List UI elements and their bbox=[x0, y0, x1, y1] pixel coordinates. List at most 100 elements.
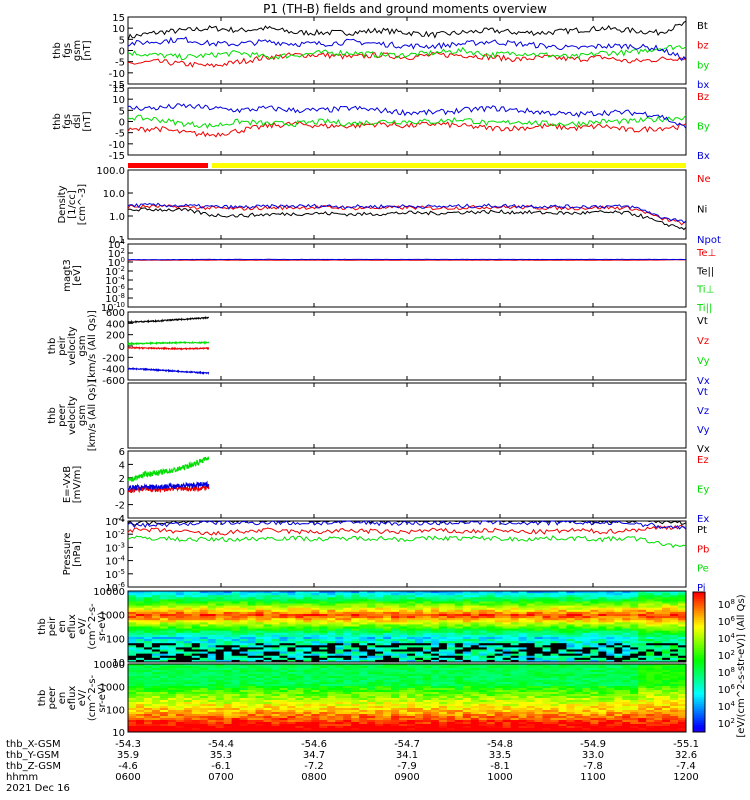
spectrogram-cell bbox=[343, 632, 352, 636]
spectrogram-cell bbox=[231, 636, 240, 640]
spectrogram-cell bbox=[582, 694, 591, 697]
spectrogram-cell bbox=[407, 710, 416, 713]
spectrogram-cell bbox=[231, 595, 240, 598]
spectrogram-cell bbox=[598, 668, 607, 671]
spectrogram-cell bbox=[359, 639, 368, 642]
spectrogram-cell bbox=[414, 655, 424, 659]
spectrogram-cell bbox=[199, 726, 209, 729]
spectrogram-cell bbox=[598, 694, 607, 697]
spectrogram-cell bbox=[566, 605, 575, 609]
spectrogram-cell bbox=[510, 688, 519, 691]
spectrogram-cell bbox=[462, 618, 472, 621]
spectrogram-cell bbox=[630, 688, 639, 691]
spectrogram-cell bbox=[670, 657, 679, 661]
spectrogram-cell bbox=[159, 643, 169, 646]
spectrogram-cell bbox=[183, 724, 193, 727]
spectrogram-cell bbox=[311, 700, 320, 703]
spectrogram-cell bbox=[255, 645, 264, 648]
spectrogram-cell bbox=[247, 607, 256, 611]
spectrogram-cell bbox=[510, 649, 519, 652]
spectrogram-cell bbox=[175, 722, 185, 725]
spectrogram-cell bbox=[462, 632, 472, 636]
spectrogram-cell bbox=[263, 622, 272, 625]
spectrogram-cell bbox=[670, 601, 679, 604]
spectrogram-cell bbox=[550, 613, 559, 617]
spectrogram-cell bbox=[175, 611, 185, 615]
spectrogram-frame bbox=[127, 590, 687, 663]
spectrogram-cell bbox=[167, 599, 177, 602]
spectrogram-cell bbox=[151, 616, 161, 619]
spectrogram-cell bbox=[383, 613, 392, 617]
spectrogram-cell bbox=[231, 613, 240, 617]
spectrogram-cell bbox=[271, 657, 280, 661]
spectrogram-cell bbox=[542, 714, 551, 717]
spectrogram-cell bbox=[414, 698, 424, 701]
spectrogram-cell bbox=[430, 591, 440, 594]
spectrogram-cell bbox=[351, 698, 360, 701]
spectrogram-cell bbox=[526, 641, 535, 644]
spectrogram-cell bbox=[351, 684, 360, 687]
spectrogram-cell bbox=[510, 700, 519, 703]
spectrogram-cell bbox=[215, 655, 225, 659]
spectrogram-cell bbox=[638, 618, 647, 621]
spectrogram-cell bbox=[518, 694, 527, 697]
spectrogram-cell bbox=[375, 641, 384, 644]
spectrogram-cell bbox=[502, 706, 512, 709]
spectrogram-cell bbox=[526, 716, 535, 719]
spectrogram-cell bbox=[526, 706, 535, 709]
spectrogram-cell bbox=[359, 645, 368, 648]
spectrogram-cell bbox=[622, 710, 631, 713]
spectrogram-cell bbox=[454, 636, 464, 640]
spectrogram-cell bbox=[159, 622, 169, 625]
spectrogram-cell bbox=[215, 605, 225, 609]
y-tick-label-0: 15 bbox=[112, 13, 125, 24]
spectrogram-cell bbox=[287, 702, 296, 705]
spectrogram-cell bbox=[646, 698, 655, 701]
spectrogram-cell bbox=[638, 722, 647, 725]
spectrogram-cell bbox=[638, 636, 647, 640]
spectrogram-cell bbox=[327, 716, 336, 719]
spectrogram-cell bbox=[446, 702, 456, 705]
spectrogram-cell bbox=[383, 684, 392, 687]
spectrogram-cell bbox=[662, 672, 671, 675]
spectrogram-cell bbox=[383, 609, 392, 613]
spectrogram-cell bbox=[574, 726, 583, 729]
spectrogram-cell bbox=[430, 710, 440, 713]
spectrogram-cell bbox=[622, 622, 631, 625]
spectrogram-cell bbox=[159, 630, 169, 634]
spectrogram-cell bbox=[343, 684, 352, 687]
spectrogram-cell bbox=[534, 591, 543, 594]
spectrogram-cell bbox=[518, 680, 527, 683]
spectrogram-cell bbox=[486, 591, 496, 594]
spectrogram-cell bbox=[343, 628, 352, 632]
spectrogram-cell bbox=[319, 672, 328, 675]
spectrogram-cell bbox=[143, 672, 153, 675]
spectrogram-cell bbox=[128, 620, 137, 623]
spectrogram-cell bbox=[422, 702, 432, 705]
spectrogram-cell bbox=[263, 666, 272, 669]
spectrogram-cell bbox=[646, 696, 655, 699]
spectrogram-cell bbox=[574, 716, 583, 719]
spectrogram-cell bbox=[550, 712, 559, 715]
spectrogram-cell bbox=[646, 690, 655, 693]
spectrogram-cell bbox=[638, 628, 647, 632]
spectrogram-cell bbox=[470, 628, 480, 632]
spectrogram-cell bbox=[199, 682, 209, 685]
spectrogram-cell bbox=[399, 659, 408, 663]
spectrogram-cell bbox=[151, 601, 161, 604]
spectrogram-cell bbox=[606, 620, 615, 623]
spectrogram-cell bbox=[327, 688, 336, 691]
spectrogram-cell bbox=[367, 714, 376, 717]
spectrogram-cell bbox=[606, 706, 615, 709]
spectrogram-cell bbox=[135, 603, 145, 607]
spectrogram-cell bbox=[407, 692, 416, 695]
spectrogram-cell bbox=[343, 607, 352, 611]
spectrogram-cell bbox=[391, 702, 400, 705]
spectrogram-cell bbox=[606, 603, 615, 607]
spectrogram-cell bbox=[550, 692, 559, 695]
spectrogram-cell bbox=[478, 722, 488, 725]
spectrogram-cell bbox=[654, 688, 663, 691]
spectrogram-cell bbox=[654, 684, 663, 687]
spectrogram-cell bbox=[574, 649, 583, 652]
spectrogram-cell bbox=[359, 622, 368, 625]
